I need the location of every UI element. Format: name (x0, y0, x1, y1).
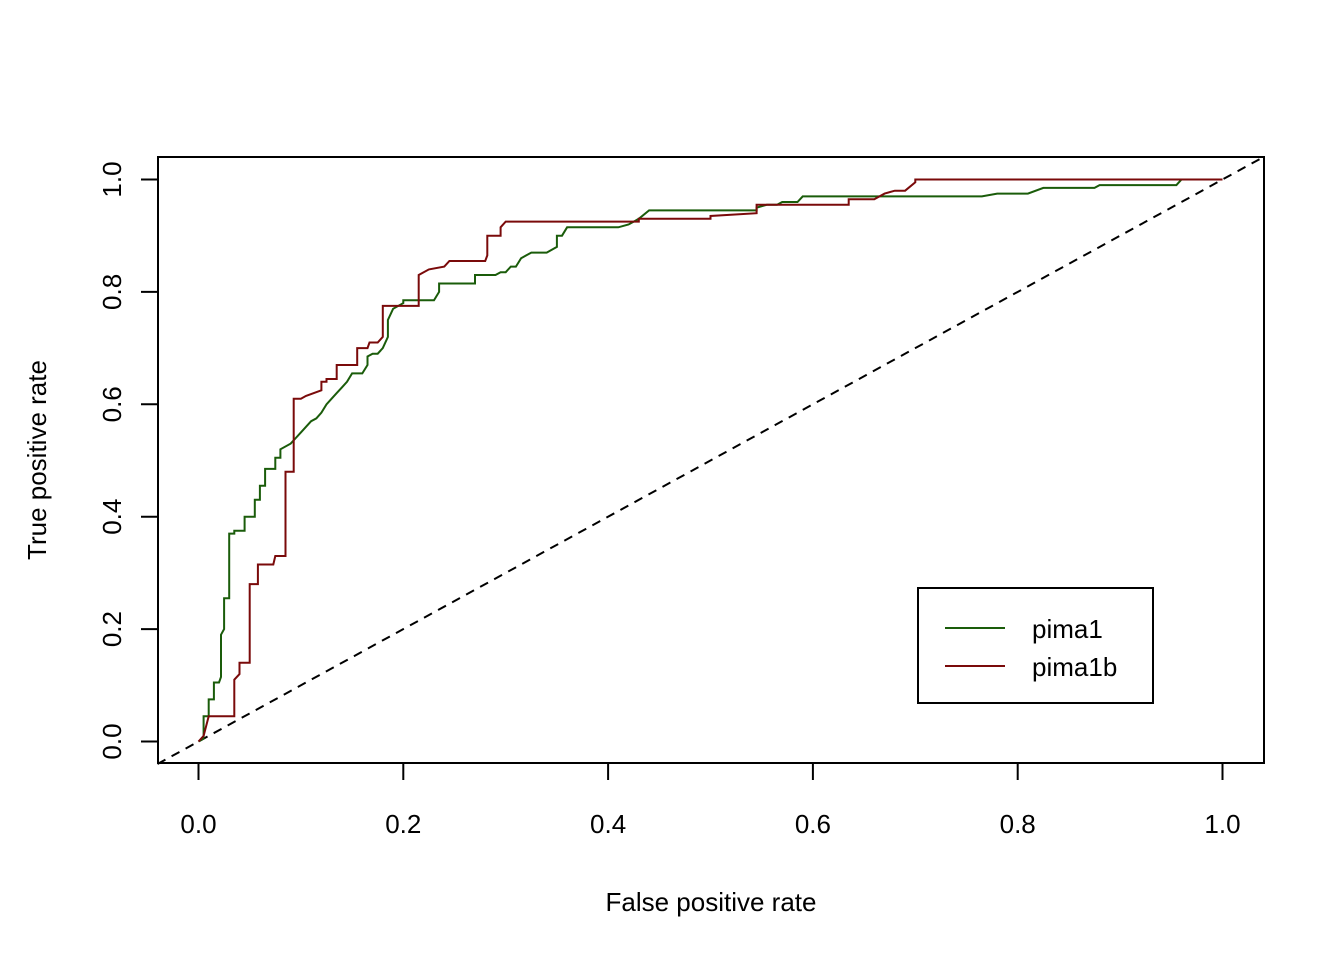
x-tick-label: 0.2 (385, 809, 421, 839)
x-axis-label: False positive rate (606, 887, 817, 917)
y-tick-label: 0.2 (97, 611, 127, 647)
x-tick-label: 0.8 (1000, 809, 1036, 839)
legend: pima1 pima1b (917, 587, 1154, 704)
legend-label-pima1: pima1 (1032, 614, 1103, 644)
y-axis-label: True positive rate (22, 360, 52, 560)
x-tick-label: 0.6 (795, 809, 831, 839)
x-tick-label: 0.0 (180, 809, 216, 839)
random-classifier-line (157, 156, 1264, 765)
legend-box (917, 587, 1154, 704)
x-tick-label: 0.4 (590, 809, 626, 839)
y-tick-label: 1.0 (97, 161, 127, 197)
series-line-pima1b (197, 178, 1223, 743)
series-layer (197, 178, 1223, 743)
y-tick-label: 0.8 (97, 274, 127, 310)
y-tick-label: 0.4 (97, 499, 127, 535)
x-tick-label: 1.0 (1204, 809, 1240, 839)
y-axis: 0.0 0.2 0.4 0.6 0.8 1.0 (97, 161, 159, 760)
x-axis: 0.0 0.2 0.4 0.6 0.8 1.0 (180, 762, 1241, 839)
y-tick-label: 0.6 (97, 386, 127, 422)
y-tick-label: 0.0 (97, 723, 127, 759)
legend-label-pima1b: pima1b (1032, 652, 1117, 682)
